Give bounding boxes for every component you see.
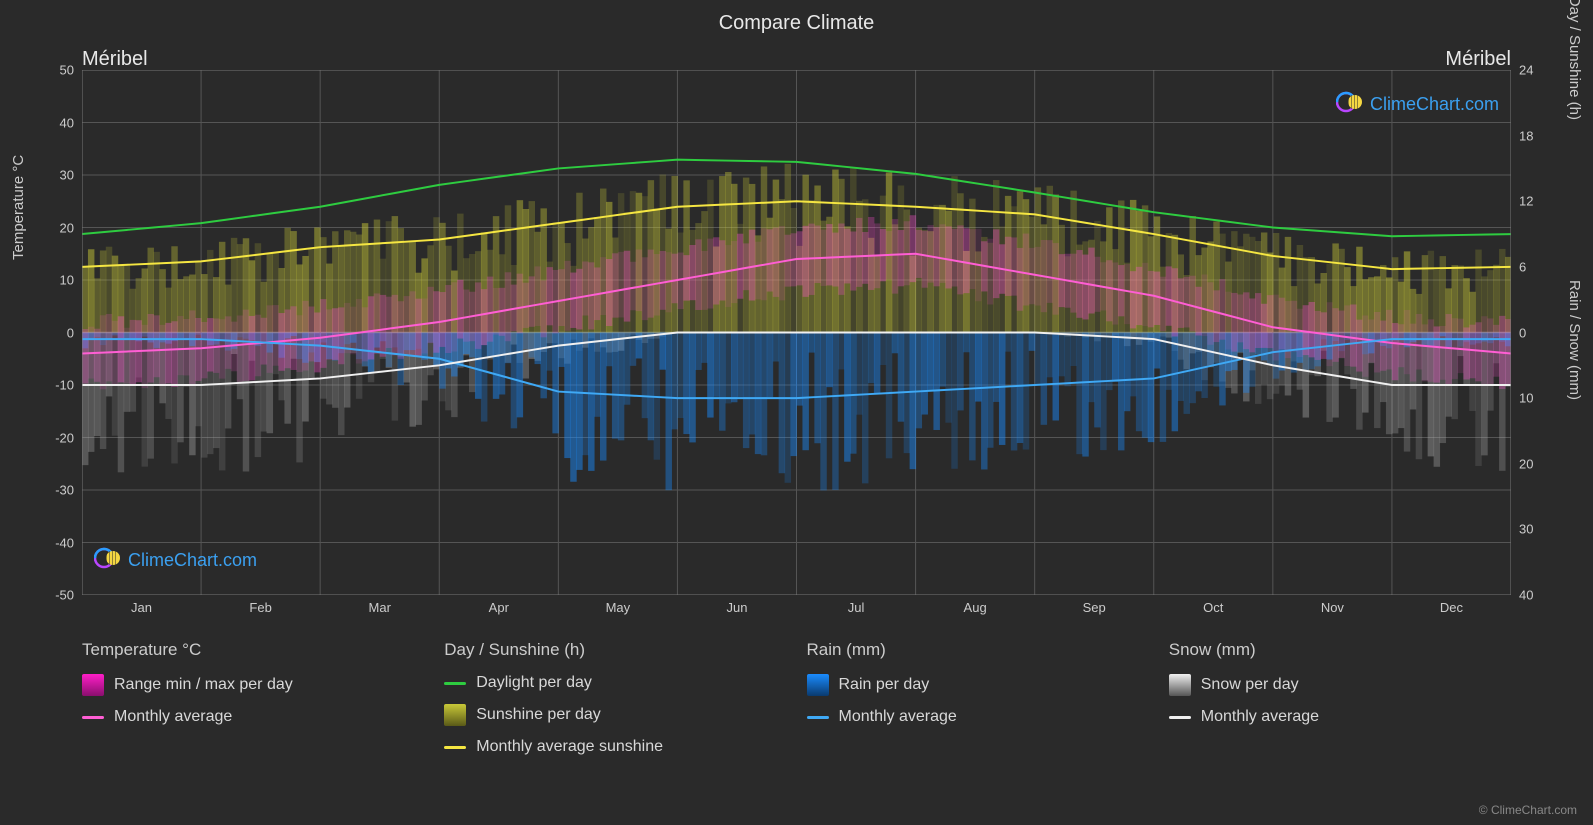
tick-month: Nov [1321,600,1344,615]
legend: Temperature °C Range min / max per day Mon… [82,640,1511,756]
tick-month: Jan [131,600,152,615]
tick-right: 10 [1519,391,1533,406]
location-label-right: Méribel [1445,48,1511,71]
axis-left-ticks: 50403020100-10-20-30-40-50 [40,70,80,595]
tick-right: 30 [1519,522,1533,537]
legend-label: Range min / max per day [114,676,293,694]
legend-swatch [807,716,829,719]
tick-left: -10 [55,378,74,393]
tick-month: Feb [249,600,271,615]
tick-left: 10 [60,273,74,288]
tick-left: -30 [55,483,74,498]
legend-item: Snow per day [1169,674,1511,696]
tick-right: 40 [1519,588,1533,603]
tick-left: 20 [60,220,74,235]
tick-month: Dec [1440,600,1463,615]
legend-item: Monthly average [1169,708,1511,726]
legend-column: Temperature °C Range min / max per day Mon… [82,640,424,756]
tick-left: -20 [55,430,74,445]
location-label-left: Méribel [82,48,148,71]
tick-month: Jul [848,600,865,615]
tick-left: 0 [67,325,74,340]
legend-label: Monthly average [114,708,232,726]
tick-month: Sep [1083,600,1106,615]
axis-right-bot-label: Rain / Snow (mm) [1566,280,1583,400]
legend-item: Monthly average sunshine [444,738,786,756]
axis-right-ticks: 2418126010203040 [1513,70,1553,595]
tick-left: -40 [55,535,74,550]
legend-column-title: Snow (mm) [1169,640,1511,660]
tick-right: 0 [1519,325,1526,340]
axis-right-top-label: Day / Sunshine (h) [1566,0,1583,120]
chart-svg [82,70,1511,595]
tick-left: -50 [55,588,74,603]
legend-item: Range min / max per day [82,674,424,696]
chart-title: Compare Climate [0,0,1593,35]
tick-month: Aug [964,600,987,615]
tick-right: 18 [1519,128,1533,143]
copyright-label: © ClimeChart.com [1479,803,1577,817]
legend-label: Sunshine per day [476,706,601,724]
legend-column-title: Temperature °C [82,640,424,660]
tick-right: 6 [1519,259,1526,274]
legend-item: Daylight per day [444,674,786,692]
tick-left: 40 [60,115,74,130]
legend-swatch [444,704,466,726]
legend-swatch [444,746,466,749]
legend-swatch [444,682,466,685]
tick-month: May [606,600,631,615]
tick-right: 20 [1519,456,1533,471]
axis-left-label: Temperature °C [10,155,27,260]
tick-month: Apr [489,600,509,615]
tick-right: 24 [1519,63,1533,78]
legend-label: Monthly average sunshine [476,738,663,756]
legend-label: Monthly average [1201,708,1319,726]
tick-month: Jun [726,600,747,615]
legend-label: Rain per day [839,676,930,694]
legend-swatch [807,674,829,696]
legend-column: Rain (mm) Rain per day Monthly average [807,640,1149,756]
chart-area: ClimeChart.com ClimeChart.com [82,70,1511,595]
legend-column: Snow (mm) Snow per day Monthly average [1169,640,1511,756]
legend-swatch [1169,716,1191,719]
legend-label: Daylight per day [476,674,592,692]
tick-right: 12 [1519,194,1533,209]
legend-item: Sunshine per day [444,704,786,726]
tick-month: Mar [369,600,391,615]
legend-label: Monthly average [839,708,957,726]
legend-column-title: Day / Sunshine (h) [444,640,786,660]
tick-month: Oct [1203,600,1223,615]
legend-column: Day / Sunshine (h) Daylight per day Sunshi… [444,640,786,756]
legend-swatch [82,716,104,719]
axis-x-ticks: Jan Feb Mar Apr May Jun Jul Aug Sep Oct Nov Dec [82,600,1511,620]
legend-swatch [82,674,104,696]
tick-left: 30 [60,168,74,183]
legend-swatch [1169,674,1191,696]
legend-item: Monthly average [82,708,424,726]
legend-label: Snow per day [1201,676,1299,694]
legend-column-title: Rain (mm) [807,640,1149,660]
tick-left: 50 [60,63,74,78]
legend-item: Monthly average [807,708,1149,726]
legend-item: Rain per day [807,674,1149,696]
